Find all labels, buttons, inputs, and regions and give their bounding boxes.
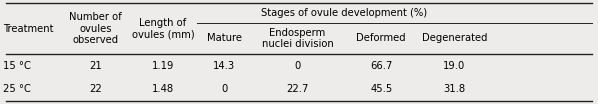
Text: 0: 0 xyxy=(294,61,301,71)
Text: Length of
ovules (mm): Length of ovules (mm) xyxy=(132,18,194,39)
Text: 14.3: 14.3 xyxy=(213,61,235,71)
Text: 31.8: 31.8 xyxy=(444,84,465,94)
Text: 1.19: 1.19 xyxy=(152,61,174,71)
Text: 45.5: 45.5 xyxy=(370,84,392,94)
Text: 22.7: 22.7 xyxy=(286,84,309,94)
Text: Mature: Mature xyxy=(207,33,242,43)
Text: 1.48: 1.48 xyxy=(152,84,174,94)
Text: Degenerated: Degenerated xyxy=(422,33,487,43)
Text: 25 °C: 25 °C xyxy=(3,84,31,94)
Text: Deformed: Deformed xyxy=(356,33,406,43)
Text: 22: 22 xyxy=(89,84,102,94)
Text: 0: 0 xyxy=(221,84,227,94)
Text: Number of
ovules
observed: Number of ovules observed xyxy=(69,12,122,45)
Text: 21: 21 xyxy=(89,61,102,71)
Text: 15 °C: 15 °C xyxy=(3,61,31,71)
Text: Endosperm
nuclei division: Endosperm nuclei division xyxy=(262,28,333,49)
Text: 19.0: 19.0 xyxy=(443,61,466,71)
Text: Treatment: Treatment xyxy=(3,24,53,33)
Text: Stages of ovule development (%): Stages of ovule development (%) xyxy=(261,8,427,18)
Text: 66.7: 66.7 xyxy=(370,61,392,71)
